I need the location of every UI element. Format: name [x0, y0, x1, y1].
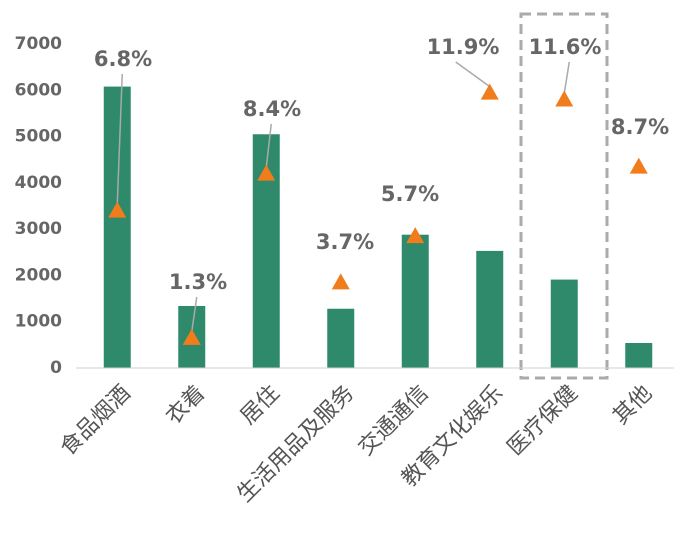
leader-line: [455, 61, 491, 88]
triangle-marker: [257, 164, 276, 181]
bar: [103, 86, 131, 368]
triangle-marker: [108, 201, 127, 218]
y-tick-label: 0: [50, 358, 62, 378]
y-tick-label: 7000: [15, 34, 62, 54]
value-label: 11.9%: [427, 35, 500, 59]
y-tick-label: 1000: [15, 312, 62, 332]
y-tick-label: 5000: [15, 127, 62, 147]
y-tick-label: 6000: [15, 80, 62, 100]
bar: [327, 308, 355, 368]
leader-line: [191, 296, 198, 333]
leader-line: [265, 123, 272, 168]
bar: [401, 234, 429, 368]
value-label: 3.7%: [316, 230, 374, 254]
bar: [625, 343, 653, 368]
x-tick-label: 衣着: [161, 381, 210, 430]
x-tick-label: 其他: [608, 381, 657, 430]
value-label: 11.6%: [529, 35, 602, 59]
leader-line: [116, 73, 123, 205]
triangle-marker: [629, 157, 648, 174]
x-tick-label: 食品烟酒: [56, 381, 136, 461]
y-tick-label: 4000: [15, 173, 62, 193]
value-label: 1.3%: [169, 270, 227, 294]
triangle-marker: [331, 273, 350, 290]
bar: [550, 279, 578, 368]
triangle-marker: [555, 90, 574, 107]
triangle-marker: [182, 328, 201, 345]
leader-line: [563, 61, 570, 94]
bar: [476, 250, 504, 368]
x-tick-label: 医疗保健: [503, 381, 583, 461]
triangle-marker: [406, 227, 425, 244]
value-label: 6.8%: [94, 47, 152, 71]
value-label: 5.7%: [381, 182, 439, 206]
x-tick-label: 居住: [236, 381, 285, 430]
value-label: 8.4%: [243, 97, 301, 121]
y-tick-label: 2000: [15, 265, 62, 285]
y-tick-label: 3000: [15, 219, 62, 239]
value-label: 8.7%: [611, 115, 669, 139]
triangle-marker: [480, 83, 499, 100]
